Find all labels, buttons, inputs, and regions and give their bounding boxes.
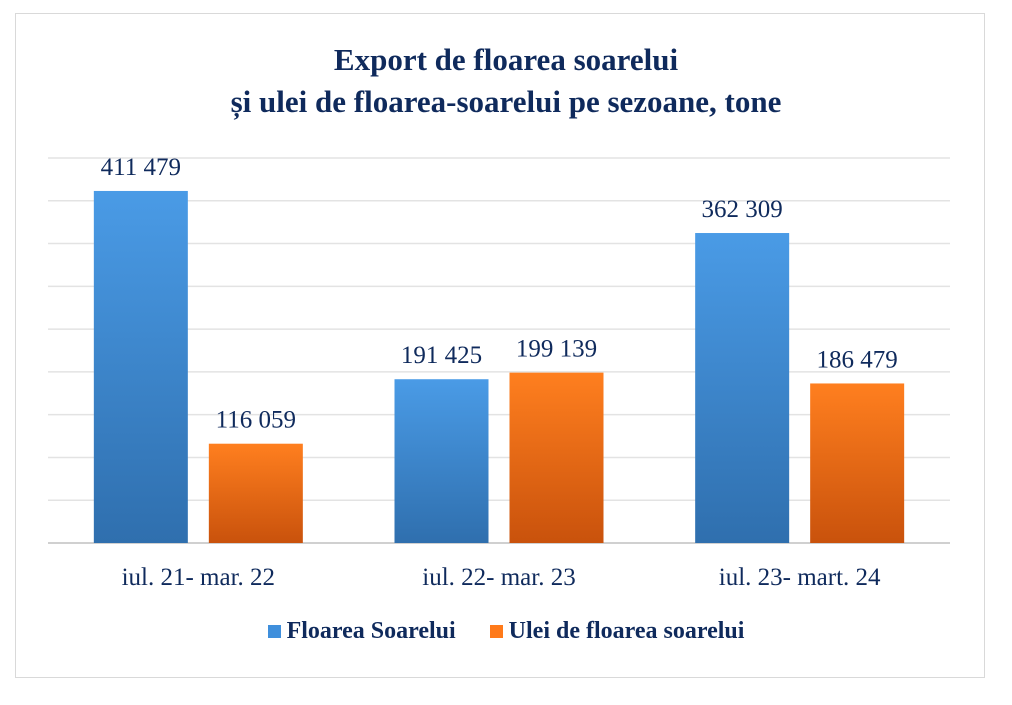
chart-legend: Floarea Soarelui Ulei de floarea soarelu… <box>0 618 1012 645</box>
data-label-series-2-cat-3: 186 479 <box>817 346 898 373</box>
bar-series-2-cat-2 <box>509 372 604 543</box>
chart-title-line2: și ulei de floarea-soarelui pe sezoane, … <box>230 84 782 119</box>
legend-swatch-series-2 <box>489 625 503 638</box>
bar-series-1-cat-2 <box>394 379 489 543</box>
category-label-3: iul. 23- mart. 24 <box>719 564 881 591</box>
legend-swatch-series-1 <box>267 625 281 638</box>
data-label-series-2-cat-1: 116 059 <box>216 407 296 434</box>
legend-label-series-1: Floarea Soarelui <box>286 618 456 644</box>
bar-series-1-cat-3 <box>695 233 790 543</box>
bar-series-2-cat-1 <box>208 443 303 543</box>
legend-item-series-2: Ulei de floarea soarelui <box>489 618 745 645</box>
category-label-1: iul. 21- mar. 22 <box>122 564 275 591</box>
category-label-2: iul. 22- mar. 23 <box>422 564 575 591</box>
data-label-series-1-cat-3: 362 309 <box>702 196 783 223</box>
legend-item-series-1: Floarea Soarelui <box>267 618 456 645</box>
data-label-series-1-cat-2: 191 425 <box>401 342 482 369</box>
chart-title-line1: Export de floarea soarelui <box>333 42 679 77</box>
bar-series-1-cat-1 <box>93 190 188 543</box>
legend-label-series-2: Ulei de floarea soarelui <box>508 618 745 644</box>
data-label-series-1-cat-1: 411 479 <box>101 154 181 181</box>
bar-series-2-cat-3 <box>810 383 905 543</box>
data-label-series-2-cat-2: 199 139 <box>516 336 597 363</box>
